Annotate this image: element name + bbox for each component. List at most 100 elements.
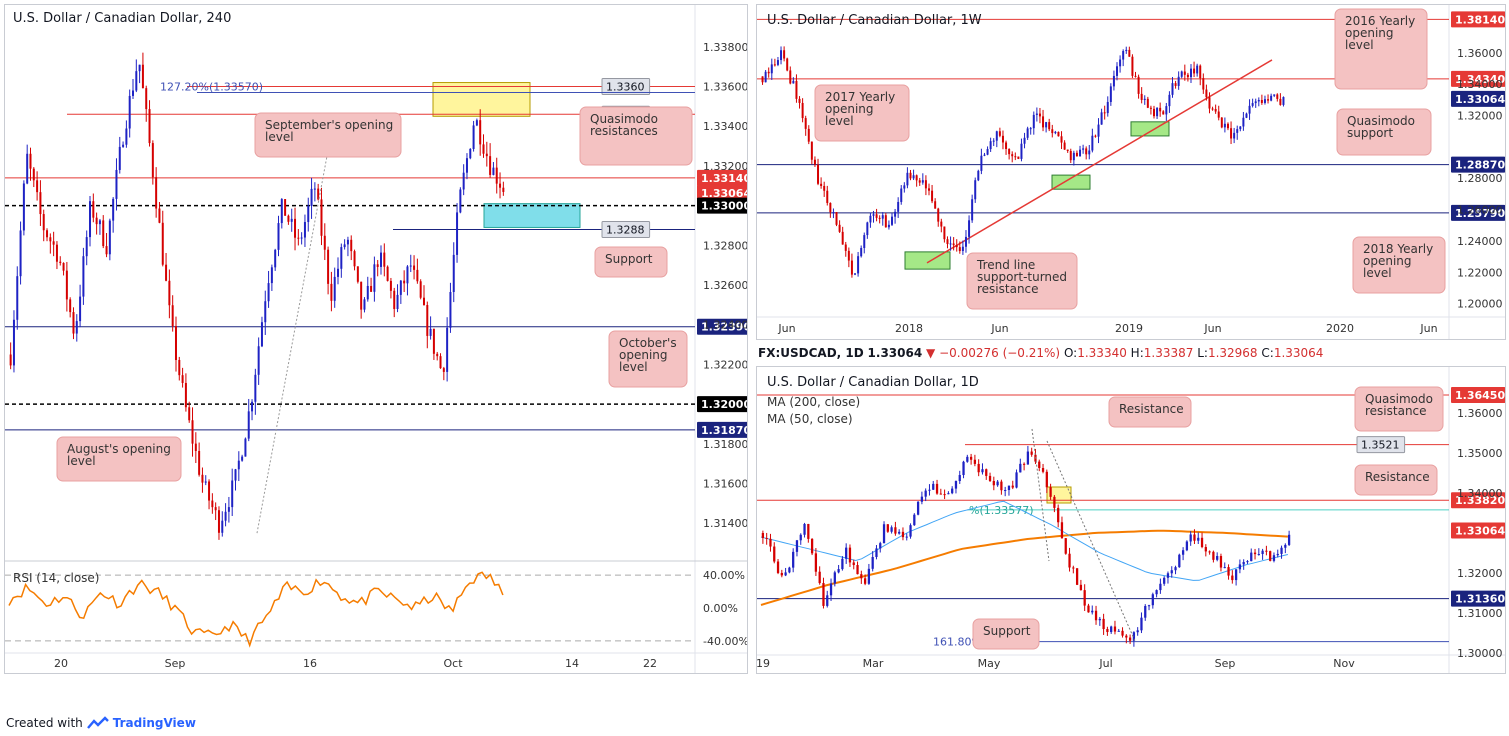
w1-x-tick: Jun xyxy=(777,322,795,335)
d1-candle xyxy=(958,475,961,482)
daily-chart-svg[interactable]: 1.36450 1.3521 1.33820 %(1.33577) 1.33064 1.3… xyxy=(757,367,1505,673)
w1-y-tick: 1.36000 xyxy=(1457,47,1503,60)
d1-candle xyxy=(807,523,810,539)
d1-candle xyxy=(1087,605,1090,613)
d1-candle xyxy=(1068,553,1071,568)
d1-candle xyxy=(769,538,772,547)
tradingview-brand[interactable]: TradingView xyxy=(112,716,196,730)
weekly-chart-svg[interactable]: 1.38140 1.34340 1.33064 1.28870 1.25790 1.360… xyxy=(757,5,1505,339)
h4-candle xyxy=(257,346,260,375)
d1-legend-ma200: MA (200, close) xyxy=(767,395,860,409)
w1-candle xyxy=(998,131,1001,136)
w1-candle xyxy=(823,185,826,191)
h4-candle xyxy=(396,294,399,309)
w1-candle xyxy=(1069,150,1072,161)
w1-support-zone-1 xyxy=(904,251,951,270)
d1-y-tick: 1.31000 xyxy=(1457,607,1503,620)
d1-annotation-resistance-top xyxy=(1108,396,1192,428)
w1-candle xyxy=(1236,129,1239,133)
h4-level-tag xyxy=(697,169,747,186)
d1-ma50-line xyxy=(760,500,1289,581)
w1-candle xyxy=(971,199,974,221)
h4-rsi-tick: -40.00% xyxy=(703,635,747,648)
w1-candle xyxy=(1226,123,1229,129)
h4-candle xyxy=(373,264,376,292)
w1-level-tag xyxy=(1451,11,1505,28)
w1-candle xyxy=(1153,108,1155,117)
h4-candle xyxy=(472,125,475,149)
w1-candle xyxy=(804,118,807,129)
h4-candle xyxy=(89,201,92,238)
d1-candle xyxy=(943,494,946,496)
daily-chart-panel[interactable]: 1.36450 1.3521 1.33820 %(1.33577) 1.33064 1.3… xyxy=(756,366,1506,674)
w1-candle xyxy=(961,246,964,252)
h4-candle xyxy=(165,264,168,281)
w1-candle xyxy=(931,190,934,202)
d1-candle xyxy=(860,574,863,579)
d1-candle xyxy=(1246,561,1249,563)
h4-candle xyxy=(419,281,422,298)
h4-candle xyxy=(280,199,283,224)
h4-candle xyxy=(462,172,465,190)
h4-candle xyxy=(452,254,455,292)
d1-candle xyxy=(988,475,992,481)
d1-candle xyxy=(886,524,889,532)
d1-candle xyxy=(1155,590,1158,595)
w1-candle xyxy=(1230,128,1233,139)
h4-chart-svg[interactable]: 1.3360127.20%(1.33570)1.33461.331401.330… xyxy=(5,5,747,673)
d1-annotation-quasimodo-line: Quasimodo xyxy=(1365,392,1433,406)
h4-candle xyxy=(12,319,15,366)
w1-candle xyxy=(1122,51,1125,60)
h4-candle xyxy=(181,375,184,383)
w1-level-tag xyxy=(1451,90,1505,107)
h4-candle xyxy=(310,188,313,206)
w1-candle xyxy=(847,250,850,261)
d1-candle xyxy=(1227,567,1230,576)
w1-candle xyxy=(1094,135,1097,137)
w1-level-text: 1.34340 xyxy=(1455,73,1505,86)
w1-y-tick: 1.28000 xyxy=(1457,172,1503,185)
w1-annotation-2017 xyxy=(814,84,910,142)
w1-trend-line xyxy=(926,59,1273,264)
w1-candle xyxy=(857,256,860,274)
d1-level-text: 1.36450 xyxy=(1455,389,1505,402)
d1-candle xyxy=(1091,610,1094,613)
d1-x-tick: Jul xyxy=(1098,657,1112,670)
d1-candle xyxy=(1163,577,1166,584)
h4-candle xyxy=(201,474,204,483)
h4-candle xyxy=(380,252,382,267)
d1-candle xyxy=(909,525,912,537)
w1-candle xyxy=(952,243,955,246)
w1-candle xyxy=(1267,99,1270,101)
h4-level-tag xyxy=(601,78,651,96)
w1-candle xyxy=(770,64,773,74)
d1-candle xyxy=(856,565,859,575)
h4-candle xyxy=(174,326,177,360)
h4-candle xyxy=(360,281,363,310)
h4-candle xyxy=(449,291,452,328)
h4-candle xyxy=(105,246,108,255)
weekly-chart-panel[interactable]: 1.38140 1.34340 1.33064 1.28870 1.25790 1.360… xyxy=(756,4,1506,340)
w1-candle xyxy=(1079,149,1082,157)
d1-candle xyxy=(1011,485,1014,488)
w1-candle xyxy=(1119,59,1122,67)
d1-candle xyxy=(920,496,924,502)
h4-chart-panel[interactable]: 1.3360127.20%(1.33570)1.33461.331401.330… xyxy=(4,4,748,674)
d1-annotation-quasimodo xyxy=(1354,386,1444,432)
d1-candle xyxy=(913,514,916,526)
d1-level-tag xyxy=(1451,492,1505,509)
d1-candle xyxy=(996,481,999,486)
d1-candle xyxy=(1121,630,1124,636)
h4-candle xyxy=(59,261,62,263)
d1-candle xyxy=(977,463,980,473)
h4-candle xyxy=(204,481,207,483)
w1-annotation-quasimodo-line: Quasimodo xyxy=(1347,114,1415,128)
d1-candle xyxy=(1144,606,1147,618)
d1-candle xyxy=(1166,573,1170,578)
d1-candle xyxy=(1015,472,1018,488)
w1-candle xyxy=(854,273,857,275)
h4-candle xyxy=(393,290,396,309)
w1-annotation-trendline-line: resistance xyxy=(977,282,1039,296)
h4-candle xyxy=(376,264,379,267)
symbol-info-bar: FX:USDCAD, 1D 1.33064 ▼ −0.00276 (−0.21%… xyxy=(758,346,1323,360)
